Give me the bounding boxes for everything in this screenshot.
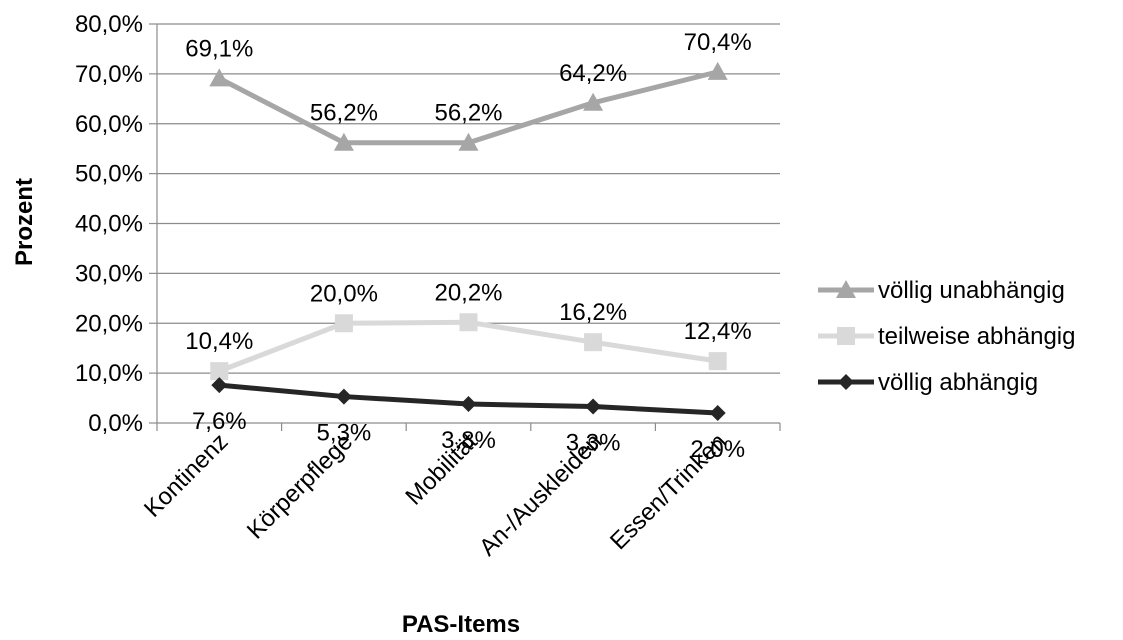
diamond-marker [838, 374, 854, 390]
legend-label: völlig unabhängig [878, 277, 1065, 304]
triangle-marker [333, 132, 354, 151]
y-axis-ticks: 0,0% 10,0% 20,0% 30,0% 40,0% 50,0% 60,0% 70,0% 8… [75, 11, 157, 437]
square-marker [334, 314, 353, 333]
triangle-marker [707, 61, 728, 80]
data-label: 56,2% [434, 100, 502, 127]
data-label: 70,4% [684, 29, 752, 56]
data-label: 5,3% [317, 420, 372, 447]
y-tick-label: 70,0% [75, 61, 143, 88]
series-group [209, 61, 728, 422]
triangle-marker [458, 132, 479, 151]
square-marker [459, 313, 478, 332]
diamond-marker [211, 377, 228, 394]
y-tick-label: 40,0% [75, 211, 143, 238]
gridlines [157, 23, 780, 374]
y-tick-label: 30,0% [75, 260, 143, 287]
diamond-marker [335, 388, 352, 405]
y-tick-label: 50,0% [75, 161, 143, 188]
square-marker [708, 352, 727, 371]
square-marker [837, 327, 855, 345]
data-label: 10,4% [185, 328, 253, 355]
x-tick-label: Kontinenz [139, 428, 234, 523]
y-tick-label: 80,0% [75, 11, 143, 38]
diamond-marker [460, 396, 477, 413]
data-label: 69,1% [185, 35, 253, 62]
legend-label: teilweise abhängig [878, 323, 1075, 350]
y-axis-title: Prozent [11, 178, 38, 266]
triangle-marker [836, 280, 856, 298]
square-marker [210, 362, 229, 381]
x-axis-title: PAS-Items [402, 611, 520, 638]
data-labels: 69,1% 56,2% 56,2% 64,2% 70,4% 10,4% 20,0% 20,2%… [185, 29, 751, 463]
y-tick-label: 20,0% [75, 310, 143, 337]
data-label: 20,2% [434, 279, 502, 306]
data-label: 16,2% [559, 299, 627, 326]
data-label: 3,8% [441, 427, 496, 454]
data-label: 3,3% [566, 430, 621, 457]
square-marker [584, 333, 603, 352]
data-label: 64,2% [559, 60, 627, 87]
legend-label: völlig abhängig [878, 369, 1038, 396]
data-label: 20,0% [310, 280, 378, 307]
diamond-marker [585, 398, 602, 415]
triangle-marker [583, 92, 604, 111]
triangle-marker [209, 68, 230, 87]
diamond-marker [709, 405, 726, 422]
legend: völlig unabhängig teilweise abhängig völli… [818, 277, 1075, 396]
y-tick-label: 60,0% [75, 111, 143, 138]
axes [156, 24, 780, 424]
y-tick-label: 10,0% [75, 360, 143, 387]
data-label: 7,6% [192, 408, 247, 435]
y-tick-label: 0,0% [88, 410, 143, 437]
data-label: 2,0% [690, 436, 745, 463]
data-label: 12,4% [684, 318, 752, 345]
data-label: 56,2% [310, 100, 378, 127]
